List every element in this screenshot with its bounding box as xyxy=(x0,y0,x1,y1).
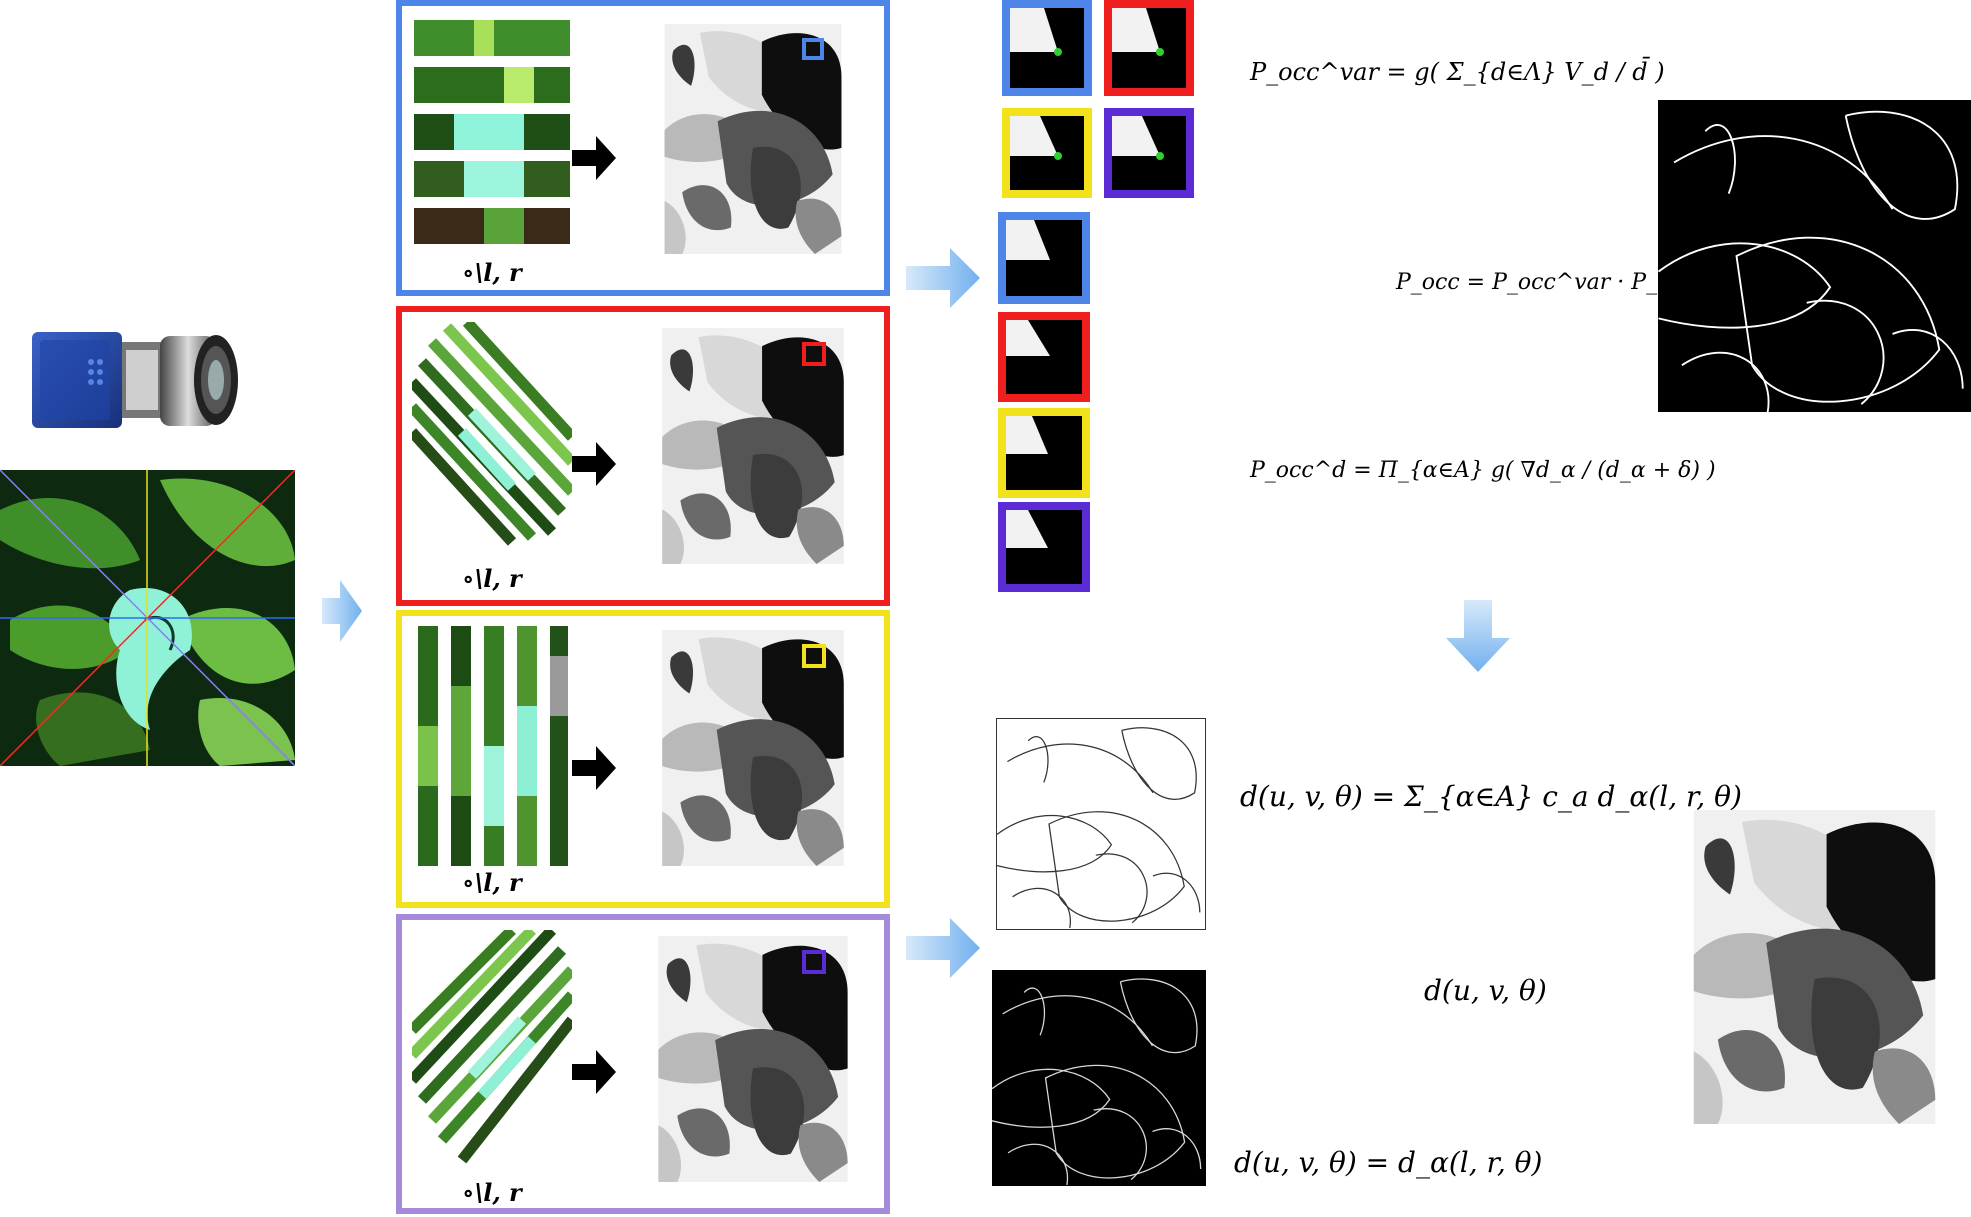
formula-p-d: P_occ^d = Π_{α∈A} g( ∇d_α / (d_α + δ) ) xyxy=(1250,458,1716,483)
formula-d-sum: d(u, v, θ) = Σ_{α∈A} c_a d_α(l, r, θ) xyxy=(1240,780,1742,813)
formula-d-sum-text: d(u, v, θ) = Σ_{α∈A} c_a d_α(l, r, θ) xyxy=(1240,780,1742,813)
epi-strips-horizontal xyxy=(414,20,570,246)
black-arrow-icon xyxy=(572,1050,616,1094)
patch-thumb-yellow-dot xyxy=(1002,108,1092,198)
patch-thumb-yellow xyxy=(998,408,1090,498)
down-arrow-icon xyxy=(1446,600,1510,672)
right-arrow-icon xyxy=(906,248,980,308)
formula-d-only: d(u, v, θ) xyxy=(1424,974,1547,1007)
patch-marker xyxy=(802,38,824,60)
epi-caption: ∘\l, r xyxy=(462,258,522,287)
black-edge-map xyxy=(992,970,1206,1186)
formula-d-eq: d(u, v, θ) = d_α(l, r, θ) xyxy=(1234,1146,1542,1179)
epi-caption: ∘\l, r xyxy=(462,868,522,897)
epi-caption: ∘\l, r xyxy=(462,564,522,593)
patch-marker xyxy=(802,644,826,668)
formula-d-eq-text: d(u, v, θ) = d_α(l, r, θ) xyxy=(1234,1146,1543,1179)
white-edge-map xyxy=(996,718,1206,930)
black-arrow-icon xyxy=(572,136,616,180)
depth-map xyxy=(622,630,884,866)
patch-marker xyxy=(802,950,826,974)
epi-panel-diagonal-b: ∘\l, r xyxy=(396,914,890,1214)
patch-thumb-violet-dot xyxy=(1104,108,1194,198)
formula-p-var-text: P_occ^var = g( Σ_{d∈Λ} V_d / d̄ ) xyxy=(1250,58,1665,86)
depth-map xyxy=(622,24,884,254)
right-arrow-icon xyxy=(322,580,362,642)
epi-strips-diagonal-a xyxy=(412,322,572,552)
central-view-image xyxy=(0,470,295,766)
black-arrow-icon xyxy=(572,442,616,486)
formula-p-d-text: P_occ^d = Π_{α∈A} g( ∇d_α / (d_α + δ) ) xyxy=(1250,458,1716,483)
formula-d-only-text: d(u, v, θ) xyxy=(1424,974,1547,1007)
occlusion-map xyxy=(1658,100,1971,412)
patch-thumb-red xyxy=(998,312,1090,402)
epi-strips-vertical xyxy=(418,626,568,866)
epi-panel-horizontal: ∘\l, r xyxy=(396,0,890,296)
patch-thumb-red-dot xyxy=(1104,0,1194,96)
final-depth-map xyxy=(1658,810,1971,1124)
epi-panel-diagonal-a: ∘\l, r xyxy=(396,306,890,606)
depth-map xyxy=(622,936,884,1182)
epi-caption: ∘\l, r xyxy=(462,1178,522,1207)
epi-strips-diagonal-b xyxy=(412,930,572,1170)
patch-thumb-blue xyxy=(998,212,1090,304)
light-field-camera-icon xyxy=(26,320,246,440)
patch-thumb-blue-dot xyxy=(1002,0,1092,96)
black-arrow-icon xyxy=(572,746,616,790)
depth-map xyxy=(622,328,884,564)
epi-panel-vertical: ∘\l, r xyxy=(396,610,890,908)
right-arrow-icon xyxy=(906,918,980,978)
formula-p-var: P_occ^var = g( Σ_{d∈Λ} V_d / d̄ ) xyxy=(1250,58,1665,86)
patch-marker xyxy=(802,342,826,366)
patch-thumb-violet xyxy=(998,502,1090,592)
